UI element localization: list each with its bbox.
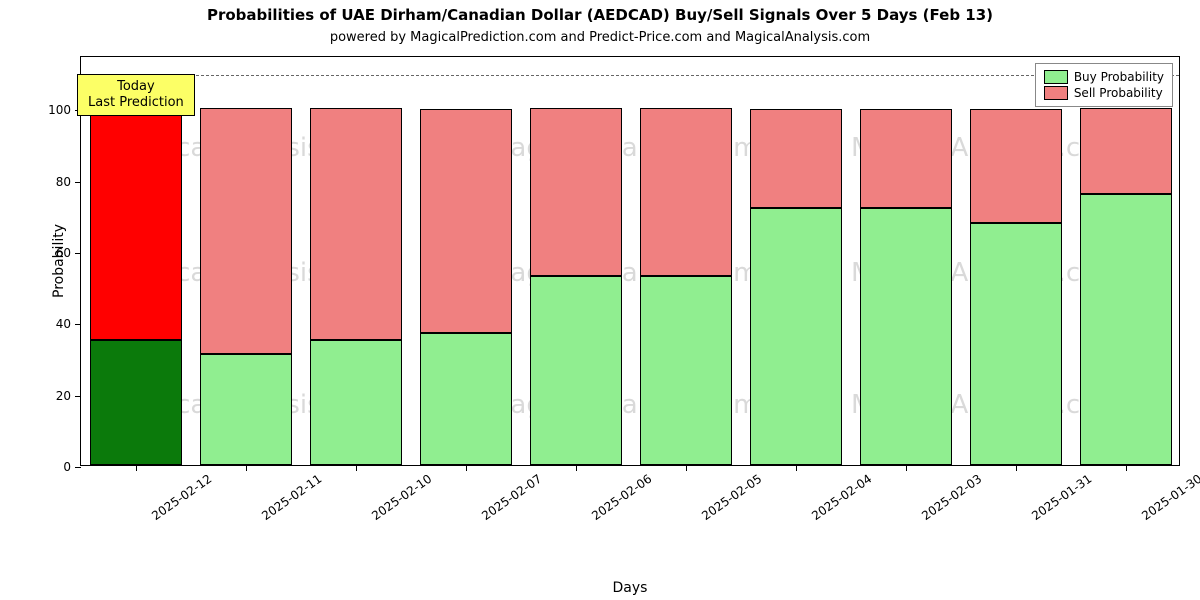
x-tick	[686, 465, 687, 471]
sell-bar	[860, 109, 952, 209]
legend: Buy Probability Sell Probability	[1035, 63, 1173, 107]
x-tick-label: 2025-02-11	[255, 465, 325, 523]
buy-bar	[750, 208, 842, 465]
x-tick-label: 2025-02-04	[805, 465, 875, 523]
buy-bar	[970, 223, 1062, 465]
legend-item: Buy Probability	[1044, 70, 1164, 84]
buy-bar	[530, 276, 622, 465]
buy-bar	[640, 276, 732, 465]
buy-bar	[1080, 194, 1172, 465]
sell-bar	[750, 109, 842, 209]
x-tick	[906, 465, 907, 471]
legend-label: Buy Probability	[1074, 70, 1164, 84]
sell-bar	[310, 108, 402, 340]
buy-bar	[310, 340, 402, 465]
sell-bar	[90, 108, 182, 340]
x-tick	[796, 465, 797, 471]
chart-subtitle: powered by MagicalPrediction.com and Pre…	[0, 30, 1200, 45]
buy-bar	[860, 208, 952, 465]
y-tick-label: 20	[56, 389, 81, 403]
plot-area: MagicalAnalysis.comMagicalAnalysis.comMa…	[80, 56, 1180, 466]
x-tick	[356, 465, 357, 471]
legend-item: Sell Probability	[1044, 86, 1164, 100]
x-tick-label: 2025-02-12	[145, 465, 215, 523]
x-tick-label: 2025-02-03	[915, 465, 985, 523]
sell-bar	[970, 109, 1062, 223]
x-tick	[576, 465, 577, 471]
y-tick-label: 40	[56, 317, 81, 331]
sell-bar	[1080, 108, 1172, 194]
sell-bar	[200, 108, 292, 354]
today-callout: TodayLast Prediction	[77, 74, 195, 117]
y-tick-label: 60	[56, 246, 81, 260]
buy-bar	[420, 333, 512, 465]
x-tick	[1126, 465, 1127, 471]
x-tick-label: 2025-01-31	[1025, 465, 1095, 523]
sell-bar	[530, 108, 622, 276]
x-axis-label: Days	[80, 580, 1180, 596]
x-tick	[466, 465, 467, 471]
y-tick-label: 0	[63, 460, 81, 474]
y-tick-label: 80	[56, 175, 81, 189]
buy-bar	[90, 340, 182, 465]
sell-bar	[420, 109, 512, 334]
x-tick-label: 2025-02-06	[585, 465, 655, 523]
sell-bar	[640, 108, 732, 276]
x-tick-label: 2025-02-05	[695, 465, 765, 523]
chart-title: Probabilities of UAE Dirham/Canadian Dol…	[0, 6, 1200, 24]
legend-swatch	[1044, 70, 1068, 84]
x-tick-label: 2025-02-07	[475, 465, 545, 523]
buy-bar	[200, 354, 292, 465]
x-tick-label: 2025-01-30	[1135, 465, 1200, 523]
legend-label: Sell Probability	[1074, 86, 1163, 100]
callout-line-2: Last Prediction	[88, 95, 184, 111]
chart-container: Probabilities of UAE Dirham/Canadian Dol…	[0, 0, 1200, 600]
x-tick	[1016, 465, 1017, 471]
reference-line	[81, 75, 1179, 76]
x-tick-label: 2025-02-10	[365, 465, 435, 523]
callout-line-1: Today	[88, 79, 184, 95]
legend-swatch	[1044, 86, 1068, 100]
x-tick	[246, 465, 247, 471]
x-tick	[136, 465, 137, 471]
